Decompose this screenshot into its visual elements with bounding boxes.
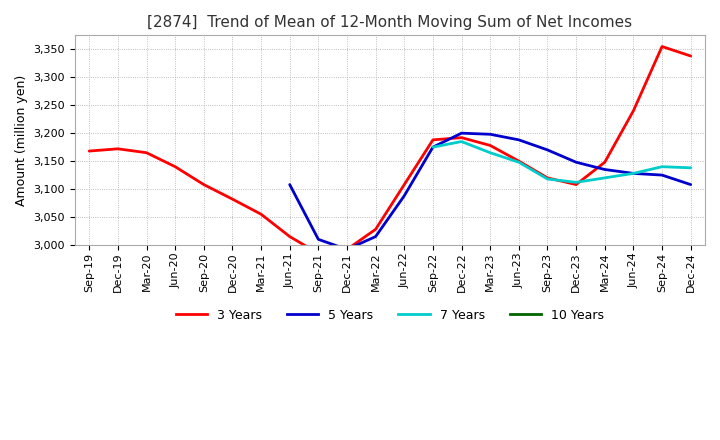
7 Years <box>657 164 666 169</box>
Y-axis label: Amount (million yen): Amount (million yen) <box>15 74 28 206</box>
5 Years <box>486 132 495 137</box>
3 Years <box>657 44 666 49</box>
7 Years <box>686 165 695 170</box>
3 Years <box>199 182 208 187</box>
7 Years <box>629 171 638 176</box>
3 Years <box>85 148 94 154</box>
7 Years <box>486 150 495 155</box>
5 Years <box>600 167 609 172</box>
7 Years <box>515 160 523 165</box>
3 Years <box>572 182 580 187</box>
3 Years <box>457 135 466 140</box>
3 Years <box>114 146 122 151</box>
5 Years <box>543 147 552 153</box>
3 Years <box>686 53 695 59</box>
5 Years <box>572 160 580 165</box>
5 Years <box>314 237 323 242</box>
5 Years <box>428 144 437 150</box>
5 Years <box>285 182 294 187</box>
3 Years <box>515 158 523 164</box>
5 Years <box>372 234 380 239</box>
7 Years <box>572 180 580 185</box>
7 Years <box>428 144 437 150</box>
Line: 5 Years: 5 Years <box>289 133 690 249</box>
3 Years <box>171 164 179 169</box>
5 Years <box>343 247 351 252</box>
3 Years <box>285 234 294 239</box>
7 Years <box>543 176 552 182</box>
5 Years <box>400 193 408 198</box>
5 Years <box>457 131 466 136</box>
3 Years <box>257 212 266 217</box>
3 Years <box>228 197 237 202</box>
Line: 3 Years: 3 Years <box>89 47 690 253</box>
5 Years <box>629 171 638 176</box>
3 Years <box>343 247 351 252</box>
3 Years <box>142 150 150 155</box>
3 Years <box>629 108 638 114</box>
3 Years <box>400 182 408 187</box>
Line: 7 Years: 7 Years <box>433 142 690 182</box>
3 Years <box>372 227 380 232</box>
5 Years <box>686 182 695 187</box>
5 Years <box>515 137 523 143</box>
Title: [2874]  Trend of Mean of 12-Month Moving Sum of Net Incomes: [2874] Trend of Mean of 12-Month Moving … <box>148 15 632 30</box>
5 Years <box>657 172 666 178</box>
3 Years <box>486 143 495 148</box>
3 Years <box>428 137 437 143</box>
3 Years <box>600 160 609 165</box>
Legend: 3 Years, 5 Years, 7 Years, 10 Years: 3 Years, 5 Years, 7 Years, 10 Years <box>171 304 609 327</box>
3 Years <box>314 251 323 256</box>
7 Years <box>457 139 466 144</box>
3 Years <box>543 175 552 180</box>
7 Years <box>600 175 609 180</box>
